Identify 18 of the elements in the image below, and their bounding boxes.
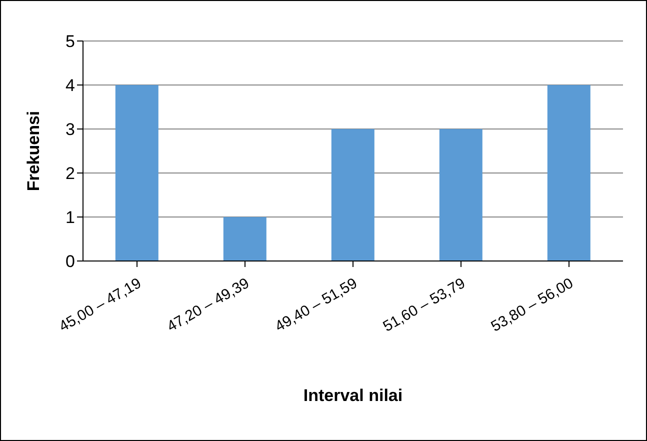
y-axis-title: Frekuensi xyxy=(24,110,44,192)
x-axis-title: Interval nilai xyxy=(303,386,403,405)
y-tick-label: 0 xyxy=(66,252,75,272)
bar xyxy=(223,217,266,261)
bar xyxy=(439,129,482,261)
bar xyxy=(547,85,590,261)
x-tick-label: 49,40 – 51,59 xyxy=(272,274,360,336)
x-tick-label: 45,00 – 47,19 xyxy=(56,274,144,336)
y-tick-label: 2 xyxy=(66,164,75,184)
bar xyxy=(331,129,374,261)
y-tick-label: 1 xyxy=(66,208,75,228)
y-tick-label: 3 xyxy=(66,120,75,140)
y-tick-label: 5 xyxy=(66,32,75,52)
bar xyxy=(115,85,158,261)
x-tick-label: 47,20 – 49,39 xyxy=(164,274,252,336)
y-tick-label: 4 xyxy=(66,76,75,96)
x-tick-label: 51,60 – 53,79 xyxy=(380,274,468,336)
x-tick-label: 53,80 – 56,00 xyxy=(488,274,576,336)
